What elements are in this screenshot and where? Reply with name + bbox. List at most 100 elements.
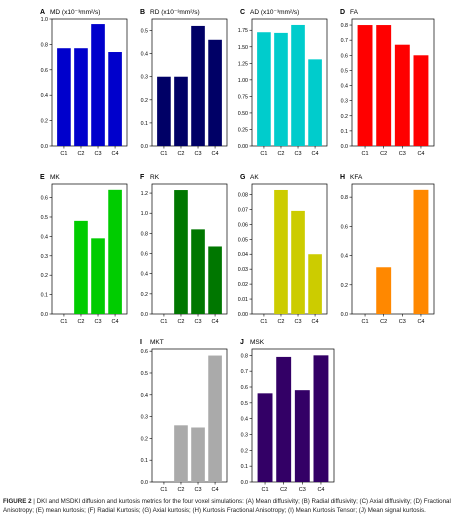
figure-caption-text: | DKI and MSDKI diffusion and kurtosis m… — [3, 498, 451, 514]
x-tick-label: C1 — [262, 487, 269, 493]
x-tick-label: C2 — [77, 319, 84, 325]
plot-frame — [151, 18, 228, 147]
plot-frame — [251, 348, 335, 483]
panel-title: AD (x10⁻³mm²/s) — [250, 9, 299, 16]
y-tick-label: 0.3 — [241, 433, 248, 439]
bar-c4 — [108, 189, 122, 314]
y-tick-label: 0.1 — [241, 464, 248, 470]
x-tick-label: C4 — [417, 319, 424, 325]
y-tick-label: 0.2 — [141, 292, 148, 298]
panel-d — [349, 18, 435, 149]
plot-frame — [151, 183, 228, 315]
y-tick-label: 0.1 — [141, 121, 148, 127]
bar-c1 — [57, 48, 71, 146]
panel-title: RK — [150, 174, 160, 181]
y-tick-label: 0.08 — [238, 192, 248, 198]
x-tick-label: C4 — [417, 151, 424, 157]
y-tick-label: 0.2 — [41, 119, 48, 125]
panel-b — [149, 18, 228, 149]
plot-frame — [351, 183, 435, 315]
y-tick-label: 0.8 — [41, 42, 48, 48]
bar-c3 — [191, 229, 205, 314]
bar-c1 — [257, 32, 271, 146]
y-tick-label: 0.3 — [141, 75, 148, 81]
bar-c2 — [174, 190, 188, 314]
y-tick-label: 0.1 — [141, 458, 148, 464]
y-tick-label: 0.6 — [41, 196, 48, 202]
plot-frame — [351, 18, 435, 147]
bar-c2 — [276, 356, 292, 482]
y-tick-label: 0.00 — [238, 144, 248, 150]
panel-title: RD (x10⁻³mm²/s) — [150, 9, 200, 16]
y-tick-label: 0.3 — [141, 415, 148, 421]
panel-label: E — [40, 174, 45, 181]
y-tick-label: 0.25 — [238, 127, 248, 133]
bar-c3 — [91, 24, 105, 146]
x-tick-label: C3 — [295, 151, 302, 157]
y-tick-label: 0.4 — [41, 93, 48, 99]
y-tick-label: 0.6 — [141, 349, 148, 355]
y-tick-label: 0.0 — [41, 144, 48, 150]
y-tick-label: 0.8 — [241, 353, 248, 359]
y-tick-label: 0.3 — [41, 254, 48, 260]
bar-c3 — [291, 210, 305, 314]
bar-c2 — [376, 267, 392, 314]
x-tick-label: C1 — [160, 487, 167, 493]
y-tick-label: 0.2 — [241, 448, 248, 454]
x-tick-label: C2 — [177, 151, 184, 157]
x-tick-label: C4 — [112, 151, 119, 157]
x-tick-label: C2 — [177, 487, 184, 493]
panel-label: B — [140, 9, 145, 16]
bar-c4 — [208, 355, 222, 482]
y-tick-label: 0.0 — [341, 312, 348, 318]
x-tick-label: C4 — [212, 487, 219, 493]
y-tick-label: 1.0 — [141, 211, 148, 217]
panel-title: FA — [350, 9, 359, 16]
y-tick-label: 0.8 — [341, 23, 348, 29]
panel-j — [249, 348, 335, 485]
plot-frame — [151, 348, 228, 483]
x-tick-label: C3 — [299, 487, 306, 493]
x-tick-label: C1 — [362, 319, 369, 325]
panel-title: MK — [50, 174, 60, 181]
panel-label: C — [240, 9, 245, 16]
x-tick-label: C3 — [195, 319, 202, 325]
y-tick-label: 0.2 — [41, 273, 48, 279]
figure-canvas: A MD (x10⁻³mm²/s) 0.0 0.2 0.4 0.6 0.8 1.0 C1 C2 C3… — [40, 9, 435, 493]
bar-c3 — [191, 25, 205, 146]
y-tick-label: 0.1 — [41, 293, 48, 299]
x-tick-label: C1 — [60, 319, 67, 325]
y-tick-label: 0.00 — [238, 312, 248, 318]
y-tick-label: 0.0 — [141, 480, 148, 486]
y-tick-label: 0.75 — [238, 94, 248, 100]
x-tick-label: C2 — [77, 151, 84, 157]
y-tick-label: 0.07 — [238, 207, 248, 213]
bar-c4 — [108, 52, 122, 146]
y-tick-label: 0.8 — [341, 195, 348, 201]
panel-label: H — [340, 174, 345, 181]
bar-c2 — [74, 48, 88, 146]
bar-c2 — [376, 25, 392, 146]
panel-title: KFA — [350, 174, 363, 181]
panel-label: A — [40, 9, 45, 16]
y-tick-label: 0.4 — [141, 272, 148, 278]
x-tick-label: C3 — [399, 151, 406, 157]
y-tick-label: 0.3 — [341, 99, 348, 105]
plot-frame — [251, 18, 328, 147]
panel-title: AK — [250, 174, 259, 181]
y-tick-label: 0.0 — [41, 312, 48, 318]
y-tick-label: 0.6 — [341, 53, 348, 59]
y-tick-label: 0.05 — [238, 237, 248, 243]
bar-c3 — [294, 390, 310, 482]
bar-c1 — [157, 76, 171, 146]
x-tick-label: C3 — [195, 487, 202, 493]
y-tick-label: 0.6 — [41, 68, 48, 74]
y-tick-label: 0.5 — [141, 371, 148, 377]
y-tick-label: 0.4 — [141, 52, 148, 58]
y-tick-label: 0.6 — [341, 224, 348, 230]
panel-title: MD (x10⁻³mm²/s) — [50, 9, 100, 16]
x-tick-label: C1 — [160, 319, 167, 325]
x-tick-label: C2 — [277, 151, 284, 157]
figure-caption: FIGURE 2 | DKI and MSDKI diffusion and k… — [3, 497, 471, 515]
y-tick-label: 0.2 — [141, 436, 148, 442]
